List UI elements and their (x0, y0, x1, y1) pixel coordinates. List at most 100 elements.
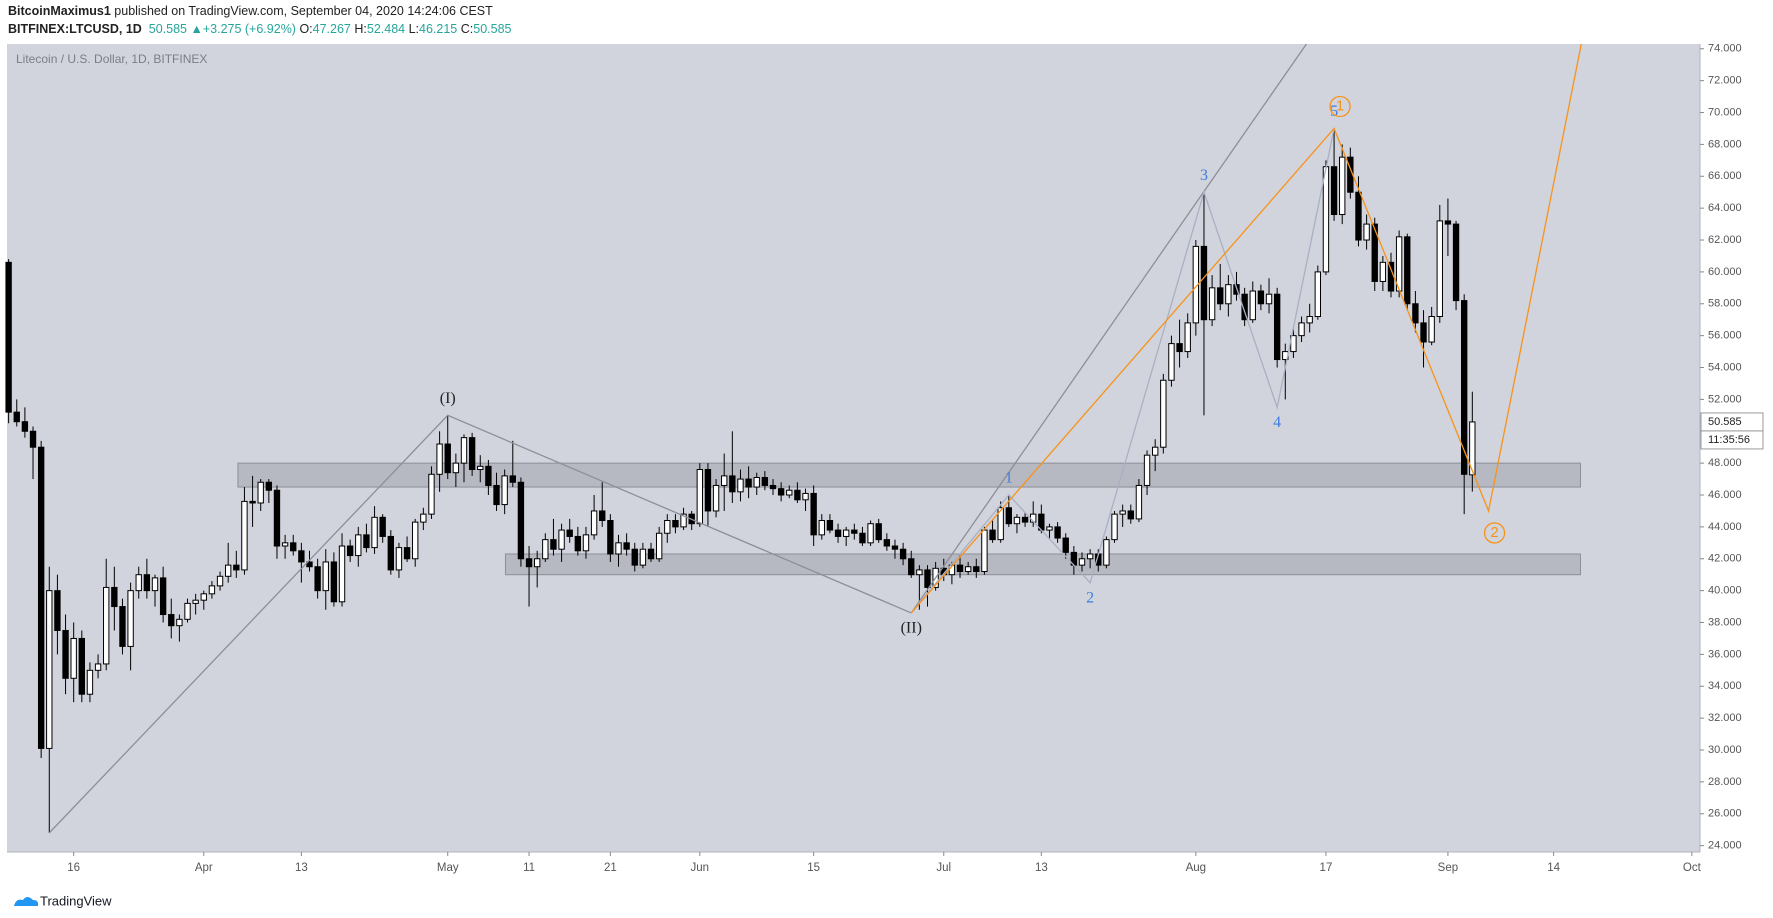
candle-body (1355, 191, 1362, 241)
candle-body (281, 542, 289, 547)
candle-body (729, 475, 736, 493)
candle-body (1021, 516, 1029, 523)
candle-body (851, 529, 858, 534)
y-tick-label: 28.000 (1708, 776, 1742, 788)
candle-body (721, 475, 728, 486)
candle-body (208, 585, 216, 595)
o-value: 47.267 (312, 22, 351, 36)
y-tick-label: 24.000 (1708, 840, 1742, 852)
candle-body (1168, 343, 1175, 381)
candle-body (395, 547, 403, 571)
candle-body (810, 492, 817, 536)
l-value: 46.215 (419, 22, 458, 36)
candle-body (184, 602, 191, 620)
candle-body (761, 476, 769, 486)
candle-body (1314, 271, 1321, 318)
candle-body (956, 564, 964, 573)
x-tick-label: 17 (1320, 862, 1333, 874)
countdown-box (1700, 430, 1764, 450)
candle-body (623, 542, 630, 550)
candle-body (1054, 526, 1061, 539)
candle-body (834, 529, 842, 537)
candle-body (664, 520, 671, 534)
y-tick-label: 30.000 (1708, 744, 1742, 756)
candle-body (1241, 293, 1248, 321)
candle-body (1298, 322, 1305, 337)
candle-body (1111, 513, 1118, 541)
candle-body (916, 569, 923, 576)
candle-body (1249, 290, 1256, 321)
candle-body (314, 566, 321, 592)
candle-body (338, 545, 346, 603)
candle-body (842, 529, 850, 537)
x-tick-label: Jul (936, 862, 951, 874)
wave-label-circle (1483, 522, 1506, 544)
h-value: 52.484 (366, 22, 406, 36)
candle-body (1062, 537, 1069, 553)
candle-body (590, 510, 598, 536)
candle-body (78, 637, 85, 695)
candle-body (62, 629, 69, 679)
candle-body (452, 462, 460, 474)
candle-body (477, 465, 484, 471)
candle-body (371, 516, 378, 549)
candle-body (298, 550, 305, 563)
candle-body (737, 478, 744, 493)
candle-body (46, 590, 53, 749)
candle-body (1257, 290, 1265, 305)
candle-body (428, 473, 435, 515)
candle-body (997, 507, 1004, 541)
candle-body (265, 481, 273, 491)
candle-body (672, 520, 679, 528)
candle-body (1217, 287, 1224, 305)
y-tick-label: 34.000 (1708, 680, 1742, 692)
price-label: 50.585 (1708, 416, 1742, 428)
candle-body (387, 535, 394, 571)
x-tick-label: 13 (1035, 862, 1048, 874)
y-tick-label: 70.000 (1708, 106, 1742, 118)
candle-body (103, 586, 110, 665)
candle-body (135, 574, 142, 592)
candle-body (444, 443, 451, 474)
wave-line (910, 43, 1307, 614)
candle-body (1322, 166, 1330, 273)
candle-body (1046, 526, 1053, 531)
candle-body (989, 529, 996, 541)
candle-body (111, 586, 118, 608)
candle-body (867, 523, 874, 544)
wave-label: 4 (1273, 414, 1281, 431)
chart-title: Litecoin / U.S. Dollar, 1D, BITFINEX (16, 52, 207, 66)
candle-body (1461, 300, 1468, 475)
c-label: C: (460, 22, 474, 36)
wave-label: 1 (1336, 97, 1344, 114)
candle-body (1176, 343, 1183, 353)
x-tick-label: Sep (1438, 862, 1458, 874)
x-tick-label: Aug (1186, 862, 1206, 874)
candle-body (1379, 261, 1387, 282)
y-tick-label: 58.000 (1708, 298, 1742, 310)
candle-body (1420, 322, 1427, 343)
candle-body (21, 421, 29, 432)
candle-body (13, 411, 20, 423)
candle-body (257, 481, 264, 504)
candle-body (550, 539, 557, 550)
candle-body (802, 492, 809, 501)
publisher: BitcoinMaximus1 (8, 4, 111, 18)
candle-body (517, 481, 525, 560)
y-tick-label: 38.000 (1708, 616, 1742, 628)
candle-body (1135, 484, 1143, 520)
y-tick-label: 36.000 (1708, 648, 1742, 660)
candle-body (1013, 516, 1021, 525)
candle-body (875, 523, 882, 541)
wave-label: (II) (901, 620, 922, 637)
candle-body (1339, 156, 1346, 216)
candle-body (412, 521, 419, 560)
y-tick-label: 74.000 (1708, 43, 1742, 55)
candle-body (1428, 316, 1435, 343)
y-tick-label: 54.000 (1708, 361, 1742, 373)
candle-body (582, 534, 590, 552)
candle-body (176, 618, 183, 627)
y-tick-label: 32.000 (1708, 712, 1742, 724)
candle-body (607, 520, 614, 555)
header-line: BITFINEX:LTCUSD, 1D 50.585 ▲+3.275 (+6.9… (8, 20, 511, 38)
